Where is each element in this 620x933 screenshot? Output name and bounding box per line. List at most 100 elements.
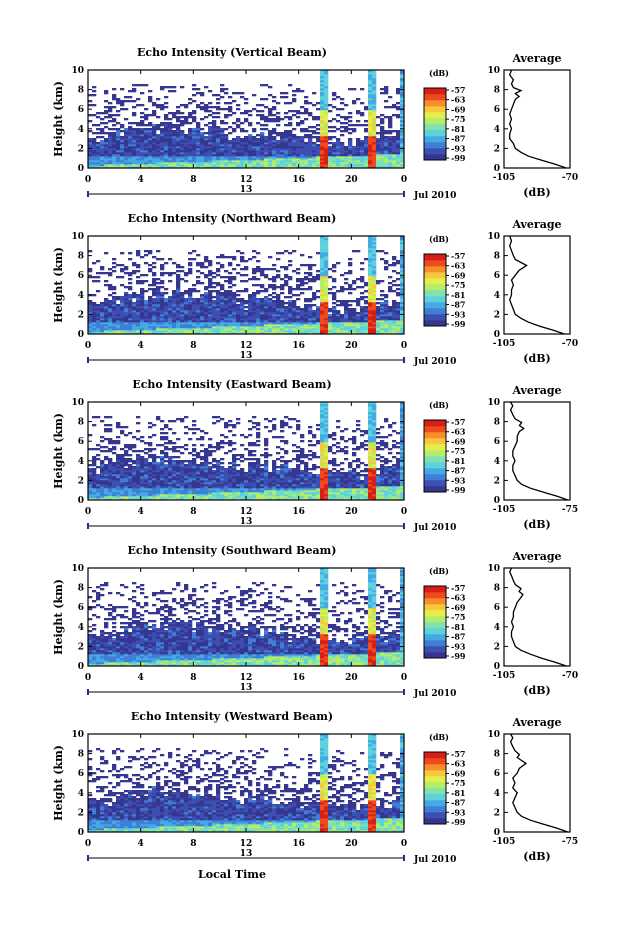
x-tick-label: 16: [292, 839, 305, 849]
colorbar-swatch: [424, 586, 446, 592]
x-tick-label: 0: [401, 507, 407, 517]
panel-title: Echo Intensity (Westward Beam): [131, 710, 333, 723]
colorbar-swatch: [424, 456, 446, 462]
x-tick-label: 16: [292, 507, 305, 517]
colorbar-tick-label: -93: [451, 641, 466, 651]
date-label: Jul 2010: [413, 523, 456, 533]
colorbar-tick-label: -57: [451, 85, 465, 95]
colorbar-swatch: [424, 296, 446, 302]
heatmap-field: [88, 734, 404, 832]
date-label: Jul 2010: [413, 855, 456, 865]
profile-x-tick-label: -70: [562, 339, 578, 349]
x-tick-label: 12: [240, 341, 253, 351]
x-tick-label: 8: [190, 839, 196, 849]
y-tick-label: 4: [78, 789, 84, 799]
y-axis-label: Height (km): [52, 745, 65, 821]
colorbar-swatch: [424, 818, 446, 824]
profile-y-tick-label: 10: [487, 66, 500, 76]
colorbar-swatch: [424, 278, 446, 284]
colorbar-swatch: [424, 130, 446, 136]
y-tick-label: 4: [78, 457, 84, 467]
date-center-label: 13: [240, 351, 253, 361]
colorbar-swatch: [424, 320, 446, 326]
colorbar-swatch: [424, 752, 446, 758]
profile-x-label: (dB): [523, 352, 550, 365]
colorbar-tick-label: -57: [451, 583, 465, 593]
colorbar-swatch: [424, 100, 446, 106]
date-center-label: 13: [240, 849, 253, 859]
x-tick-label: 0: [85, 341, 91, 351]
profile-x-tick-label: -105: [493, 173, 516, 183]
profile-x-tick-label: -105: [493, 671, 516, 681]
y-tick-label: 8: [78, 418, 84, 428]
y-axis-label: Height (km): [52, 579, 65, 655]
profile-y-tick-label: 4: [494, 291, 500, 301]
heatmap-field: [88, 236, 404, 334]
profile-line: [510, 568, 567, 666]
colorbar-tick-label: -81: [451, 622, 465, 632]
colorbar-swatch: [424, 124, 446, 130]
y-tick-label: 2: [78, 144, 84, 154]
profile-y-tick-label: 6: [494, 769, 500, 779]
colorbar-swatch: [424, 266, 446, 272]
date-center-label: 13: [240, 683, 253, 693]
colorbar-swatch: [424, 444, 446, 450]
x-tick-label: 4: [138, 175, 144, 185]
colorbar-swatch: [424, 622, 446, 628]
profile-y-tick-label: 8: [494, 750, 500, 760]
colorbar-swatch: [424, 480, 446, 486]
colorbar-tick-label: -93: [451, 143, 466, 153]
x-tick-label: 8: [190, 341, 196, 351]
profile-y-tick-label: 2: [494, 808, 500, 818]
colorbar-swatch: [424, 94, 446, 100]
colorbar-swatch: [424, 118, 446, 124]
x-tick-label: 12: [240, 175, 253, 185]
colorbar-swatch: [424, 438, 446, 444]
y-tick-label: 4: [78, 125, 84, 135]
colorbar-tick-label: -63: [451, 427, 466, 437]
colorbar-swatch: [424, 254, 446, 260]
colorbar-tick-label: -57: [451, 749, 465, 759]
colorbar-tick-label: -87: [451, 798, 465, 808]
colorbar-tick-label: -93: [451, 807, 466, 817]
colorbar-tick-label: -57: [451, 251, 465, 261]
y-tick-label: 2: [78, 310, 84, 320]
colorbar-swatch: [424, 88, 446, 94]
colorbar-label: (dB): [429, 234, 449, 244]
y-tick-label: 6: [78, 271, 84, 281]
x-tick-label: 0: [85, 673, 91, 683]
colorbar-swatch: [424, 106, 446, 112]
colorbar-swatch: [424, 486, 446, 492]
profile-title: Average: [511, 716, 561, 729]
profile-line: [511, 734, 568, 832]
x-tick-label: 8: [190, 507, 196, 517]
y-tick-label: 0: [78, 662, 84, 672]
x-tick-label: 4: [138, 507, 144, 517]
colorbar-tick-label: -69: [451, 768, 466, 778]
x-tick-label: 16: [292, 175, 305, 185]
profile-y-tick-label: 2: [494, 144, 500, 154]
colorbar-swatch: [424, 136, 446, 142]
profile-x-label: (dB): [523, 186, 550, 199]
colorbar-swatch: [424, 782, 446, 788]
profile-y-tick-label: 2: [494, 476, 500, 486]
x-tick-label: 20: [345, 507, 358, 517]
x-tick-label: 12: [240, 673, 253, 683]
profile-y-tick-label: 8: [494, 584, 500, 594]
date-center-label: 13: [240, 185, 253, 195]
colorbar-swatch: [424, 770, 446, 776]
x-tick-label: 0: [401, 175, 407, 185]
colorbar-tick-label: -87: [451, 134, 465, 144]
colorbar-tick-label: -99: [451, 319, 466, 329]
y-axis-label: Height (km): [52, 247, 65, 323]
colorbar-swatch: [424, 652, 446, 658]
colorbar-tick-label: -87: [451, 632, 465, 642]
x-tick-label: 4: [138, 839, 144, 849]
colorbar-swatch: [424, 426, 446, 432]
y-tick-label: 8: [78, 584, 84, 594]
heatmap-field: [88, 70, 404, 168]
y-tick-label: 0: [78, 164, 84, 174]
colorbar-tick-label: -75: [451, 114, 465, 124]
y-tick-label: 2: [78, 642, 84, 652]
